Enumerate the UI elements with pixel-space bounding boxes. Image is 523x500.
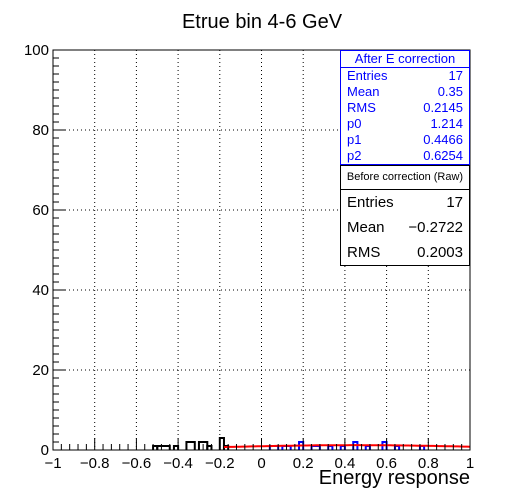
stats-after-row: p2 0.6254 (341, 148, 469, 164)
x-tick-label: 0 (257, 455, 265, 472)
x-tick-label: −1 (44, 455, 61, 472)
stats-after-label: p2 (347, 148, 362, 163)
bin-after (310, 445, 321, 450)
stats-after-row: p0 1.214 (341, 116, 469, 132)
stats-before-label: Mean (347, 219, 385, 236)
series-before (152, 437, 230, 450)
x-tick-label: 0.4 (334, 455, 355, 472)
stats-before-value: 17 (446, 194, 463, 211)
x-axis-ticks: −1 −0.8 −0.6 −0.4 −0.2 0 0.2 0.4 0.6 0.8 1 (44, 438, 474, 472)
y-tick-label: 60 (32, 202, 49, 219)
stats-after-row: RMS 0.2145 (341, 100, 469, 116)
stats-before-label: Entries (347, 194, 394, 211)
bin-after (364, 445, 371, 450)
x-tick-label: 1 (466, 455, 474, 472)
bin-before (185, 441, 196, 450)
stats-after-value: 1.214 (430, 116, 463, 131)
stats-before-row: Mean −0.2722 (341, 217, 469, 239)
stats-before-label: RMS (347, 244, 381, 261)
y-tick-label: 20 (32, 362, 49, 379)
stats-after-value: 0.6254 (423, 148, 463, 163)
y-tick-label: 0 (41, 442, 49, 459)
stats-after-value: 0.4466 (423, 132, 463, 147)
stats-after-label: Entries (347, 68, 388, 83)
x-tick-label: −0.4 (163, 455, 193, 472)
x-tick-label: 0.6 (376, 455, 397, 472)
y-tick-label: 100 (24, 42, 49, 59)
stats-after-header: After E correction (341, 51, 469, 68)
stats-before-row: Entries 17 (341, 192, 469, 214)
stats-after-value: 17 (448, 68, 463, 83)
bin-after (327, 445, 334, 450)
x-axis-label: Energy response (319, 467, 470, 489)
bin-before (172, 445, 180, 450)
stats-after-value: 0.2145 (423, 100, 463, 115)
y-tick-label: 40 (32, 282, 49, 299)
stats-after-row: Mean 0.35 (341, 84, 469, 100)
bin-before (206, 445, 213, 450)
stats-before-row: RMS 0.2003 (341, 242, 469, 264)
stats-after-label: p1 (347, 132, 362, 147)
fit-curve (223, 444, 471, 449)
x-tick-label: −0.2 (205, 455, 235, 472)
bin-after (393, 445, 401, 450)
stats-after-value: 0.35 (437, 84, 463, 99)
x-tick-label: 0.2 (293, 455, 314, 472)
stats-after-row: Entries 17 (341, 68, 469, 84)
chart-title: Etrue bin 4-6 GeV (182, 11, 343, 33)
bin-before (156, 445, 171, 450)
x-tick-label: −0.8 (80, 455, 110, 472)
stats-before-header: Before correction (Raw) (341, 166, 469, 190)
y-axis-ticks: 0 20 40 60 80 100 (24, 42, 65, 459)
x-tick-label: 0.8 (418, 455, 439, 472)
y-tick-label: 80 (32, 122, 49, 139)
bin-after (339, 445, 346, 450)
stats-before-value: 0.2003 (417, 244, 463, 261)
stats-box-after-correction: After E correction Entries 17 Mean 0.35 RMS 0… (340, 50, 470, 165)
stats-box-before-correction: Before correction (Raw) Entries 17 Mean −0.… (340, 165, 470, 266)
x-tick-label: −0.6 (122, 455, 152, 472)
stats-after-row: p1 0.4466 (341, 132, 469, 148)
stats-before-value: −0.2722 (408, 219, 463, 236)
stats-after-label: p0 (347, 116, 362, 131)
stats-after-label: RMS (347, 100, 376, 115)
stats-after-label: Mean (347, 84, 380, 99)
